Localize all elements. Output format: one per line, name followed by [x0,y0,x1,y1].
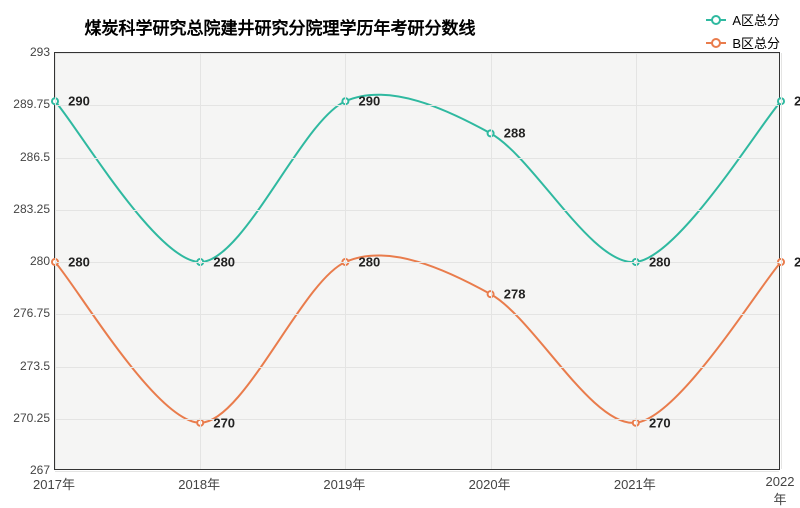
gridline-h [55,210,779,211]
data-label: 280 [66,255,92,270]
data-label: 280 [647,255,673,270]
gridline-v [55,53,56,469]
gridline-h [55,471,779,472]
legend-item-b: B区总分 [706,33,780,52]
y-tick-label: 273.5 [4,359,50,373]
x-tick-label: 2020年 [469,474,511,493]
gridline-h [55,158,779,159]
y-tick-label: 276.75 [4,306,50,320]
chart-title: 煤炭科学研究总院建井研究分院理学历年考研分数线 [0,14,560,39]
y-tick-label: 286.5 [4,150,50,164]
gridline-v [781,53,782,469]
x-tick-label: 2022年 [766,474,795,508]
legend-swatch-b [706,42,726,44]
data-label: 278 [502,287,528,302]
data-label: 270 [647,415,673,430]
x-tick-label: 2017年 [33,474,75,493]
legend: A区总分 B区总分 [706,10,780,52]
y-tick-label: 293 [4,45,50,59]
series-line [55,255,781,422]
gridline-h [55,314,779,315]
x-tick-label: 2019年 [323,474,365,493]
data-label: 280 [211,255,237,270]
y-tick-label: 270.25 [4,411,50,425]
data-label: 290 [357,94,383,109]
gridline-h [55,367,779,368]
data-label: 280 [357,255,383,270]
gridline-v [345,53,346,469]
data-label: 280 [792,255,800,270]
gridline-v [636,53,637,469]
y-tick-label: 289.75 [4,97,50,111]
y-tick-label: 283.25 [4,202,50,216]
legend-item-a: A区总分 [706,10,780,29]
series-line [55,95,781,262]
gridline-v [200,53,201,469]
data-label: 290 [66,94,92,109]
chart-container: 煤炭科学研究总院建井研究分院理学历年考研分数线 A区总分 B区总分 290 280… [0,0,800,500]
data-label: 270 [211,415,237,430]
y-tick-label: 280 [4,254,50,268]
gridline-v [491,53,492,469]
x-tick-label: 2021年 [614,474,656,493]
legend-label-a: A区总分 [732,10,780,29]
gridline-h [55,53,779,54]
data-label: 288 [502,126,528,141]
plot-area: 290280290288280290280270280278270280 [54,52,780,470]
data-label: 290 [792,94,800,109]
x-tick-label: 2018年 [178,474,220,493]
legend-swatch-a [706,19,726,21]
legend-label-b: B区总分 [732,33,780,52]
gridline-h [55,105,779,106]
